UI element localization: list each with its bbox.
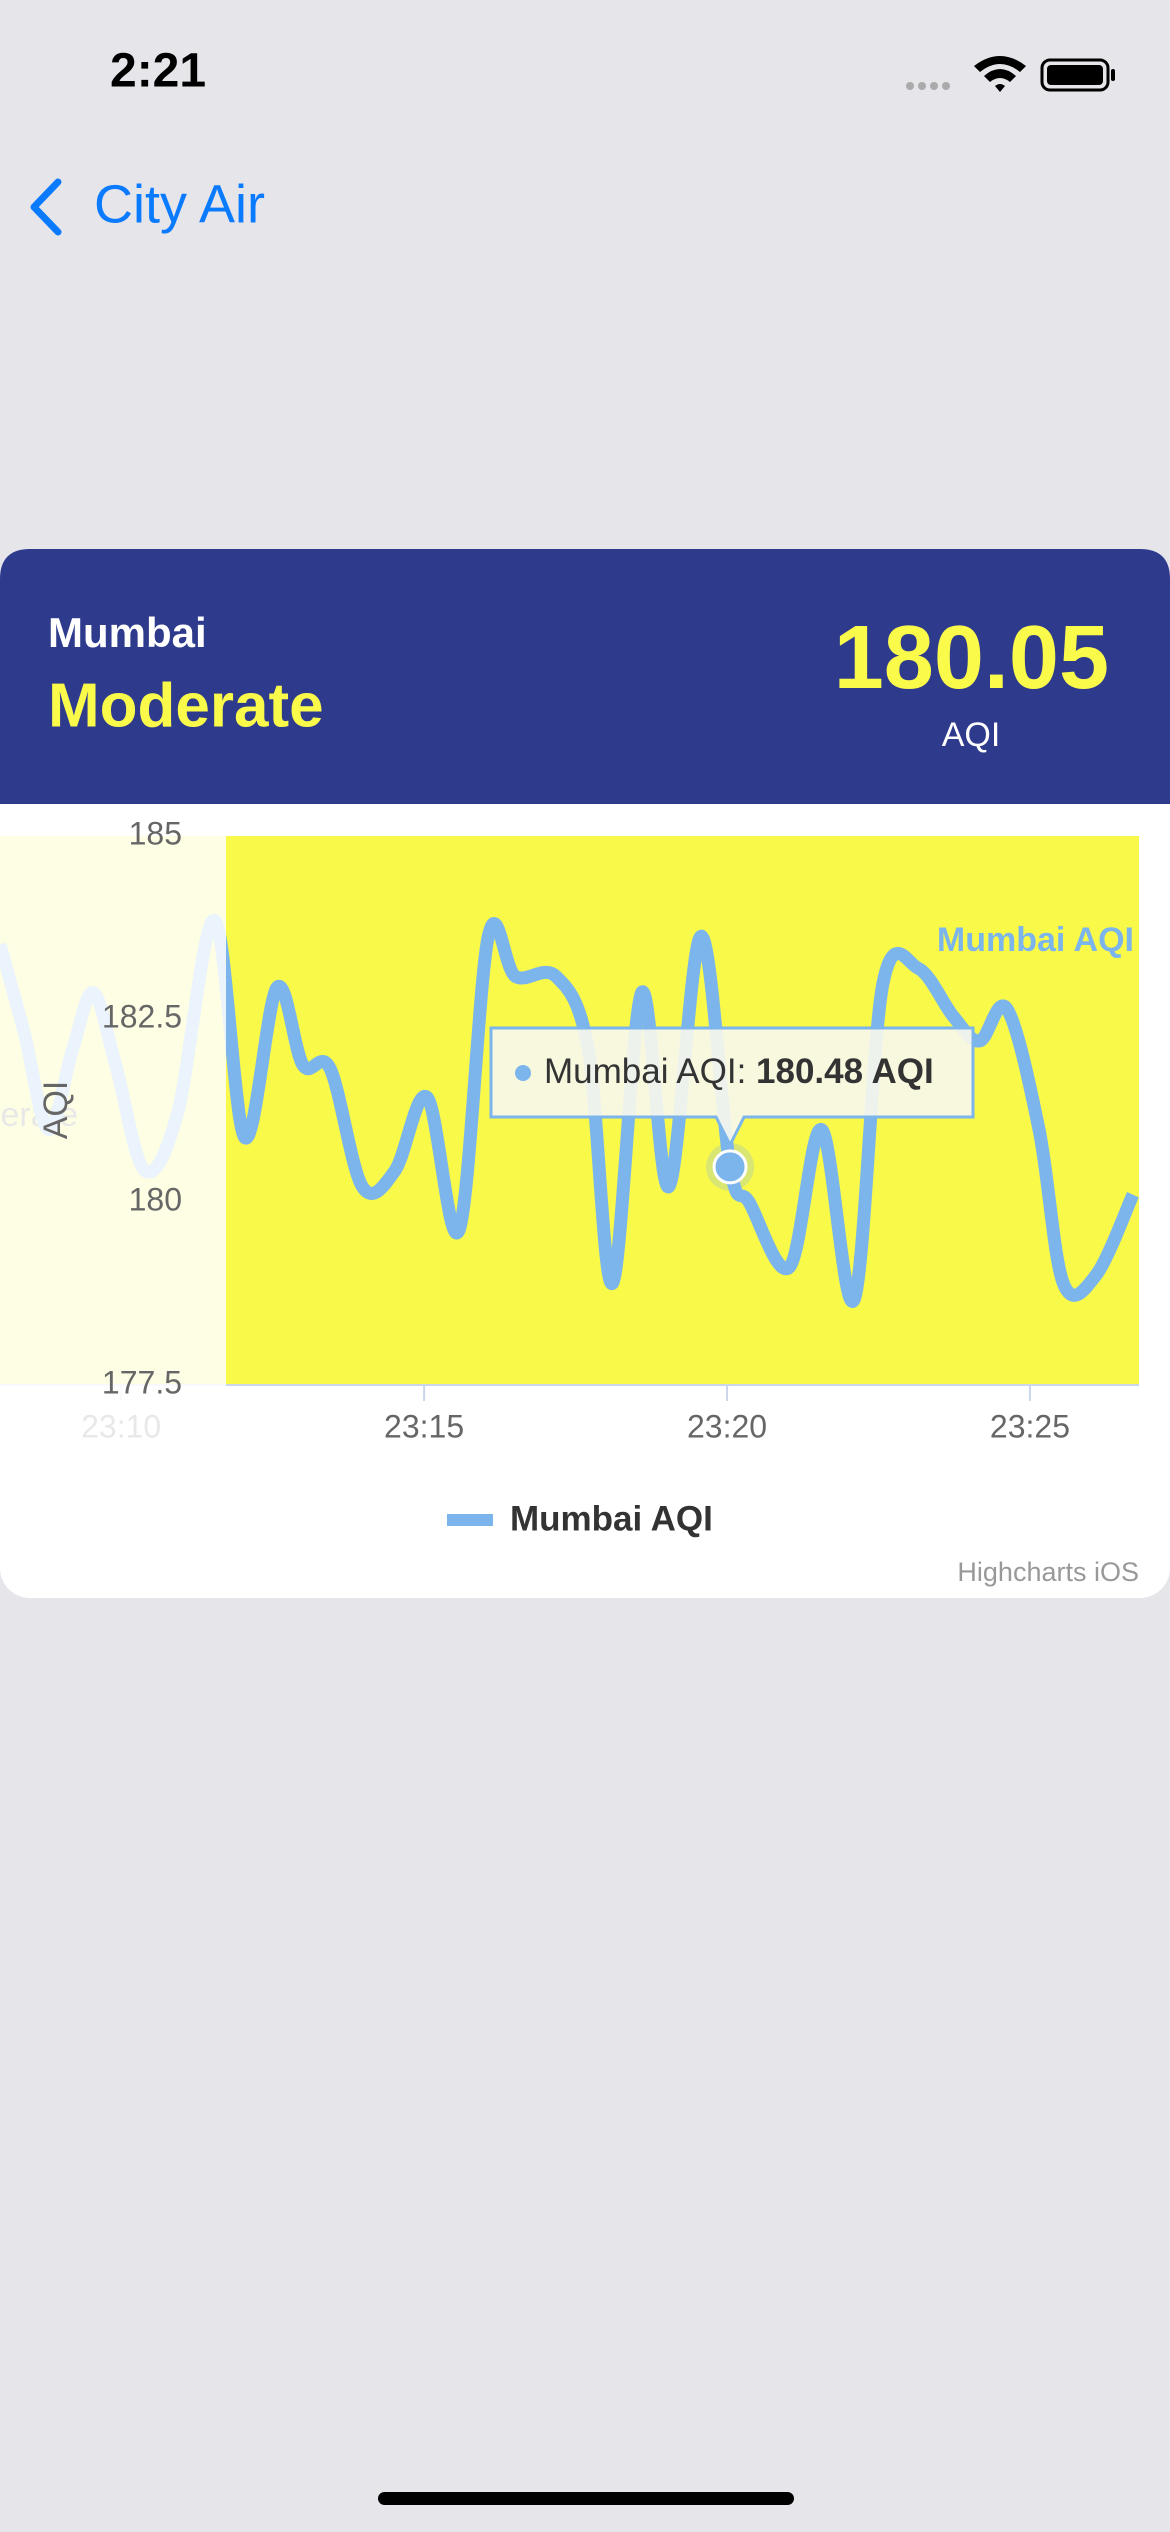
status-time: 2:21 [110, 45, 206, 98]
hover-point [712, 1149, 748, 1185]
faded-region [0, 836, 226, 1455]
back-button[interactable]: City Air [94, 174, 265, 234]
back-chevron[interactable] [30, 178, 62, 236]
aqi-category: Moderate [48, 671, 324, 740]
y-tick-label: 180 [129, 1181, 182, 1217]
legend-label[interactable]: Mumbai AQI [510, 1499, 713, 1538]
tooltip-box [489, 1026, 975, 1149]
status-icons [906, 56, 1115, 92]
tooltip-dot [515, 1065, 531, 1081]
x-tick-label: 23:25 [990, 1408, 1070, 1444]
y-tick-label: 177.5 [102, 1364, 182, 1400]
y-tick-label: 185 [129, 815, 182, 851]
x-tick-label: 23:15 [384, 1408, 464, 1444]
city-name: Mumbai [48, 609, 207, 656]
home-indicator [378, 2492, 794, 2505]
series-label: Mumbai AQI [937, 921, 1134, 959]
card-header [0, 549, 1170, 804]
x-tick-label: 23:20 [687, 1408, 767, 1444]
tooltip-label: Mumbai AQI: [544, 1052, 746, 1091]
aqi-unit: AQI [942, 716, 1001, 754]
aqi-value: 180.05 [834, 608, 1109, 708]
y-tick-label: 182.5 [102, 998, 182, 1034]
credits: Highcharts iOS [957, 1557, 1139, 1587]
tooltip-text: Mumbai AQI: 180.48 AQI [544, 1052, 934, 1091]
tooltip-value: 180.48 AQI [756, 1052, 934, 1091]
y-axis-title: AQI [37, 1081, 75, 1140]
